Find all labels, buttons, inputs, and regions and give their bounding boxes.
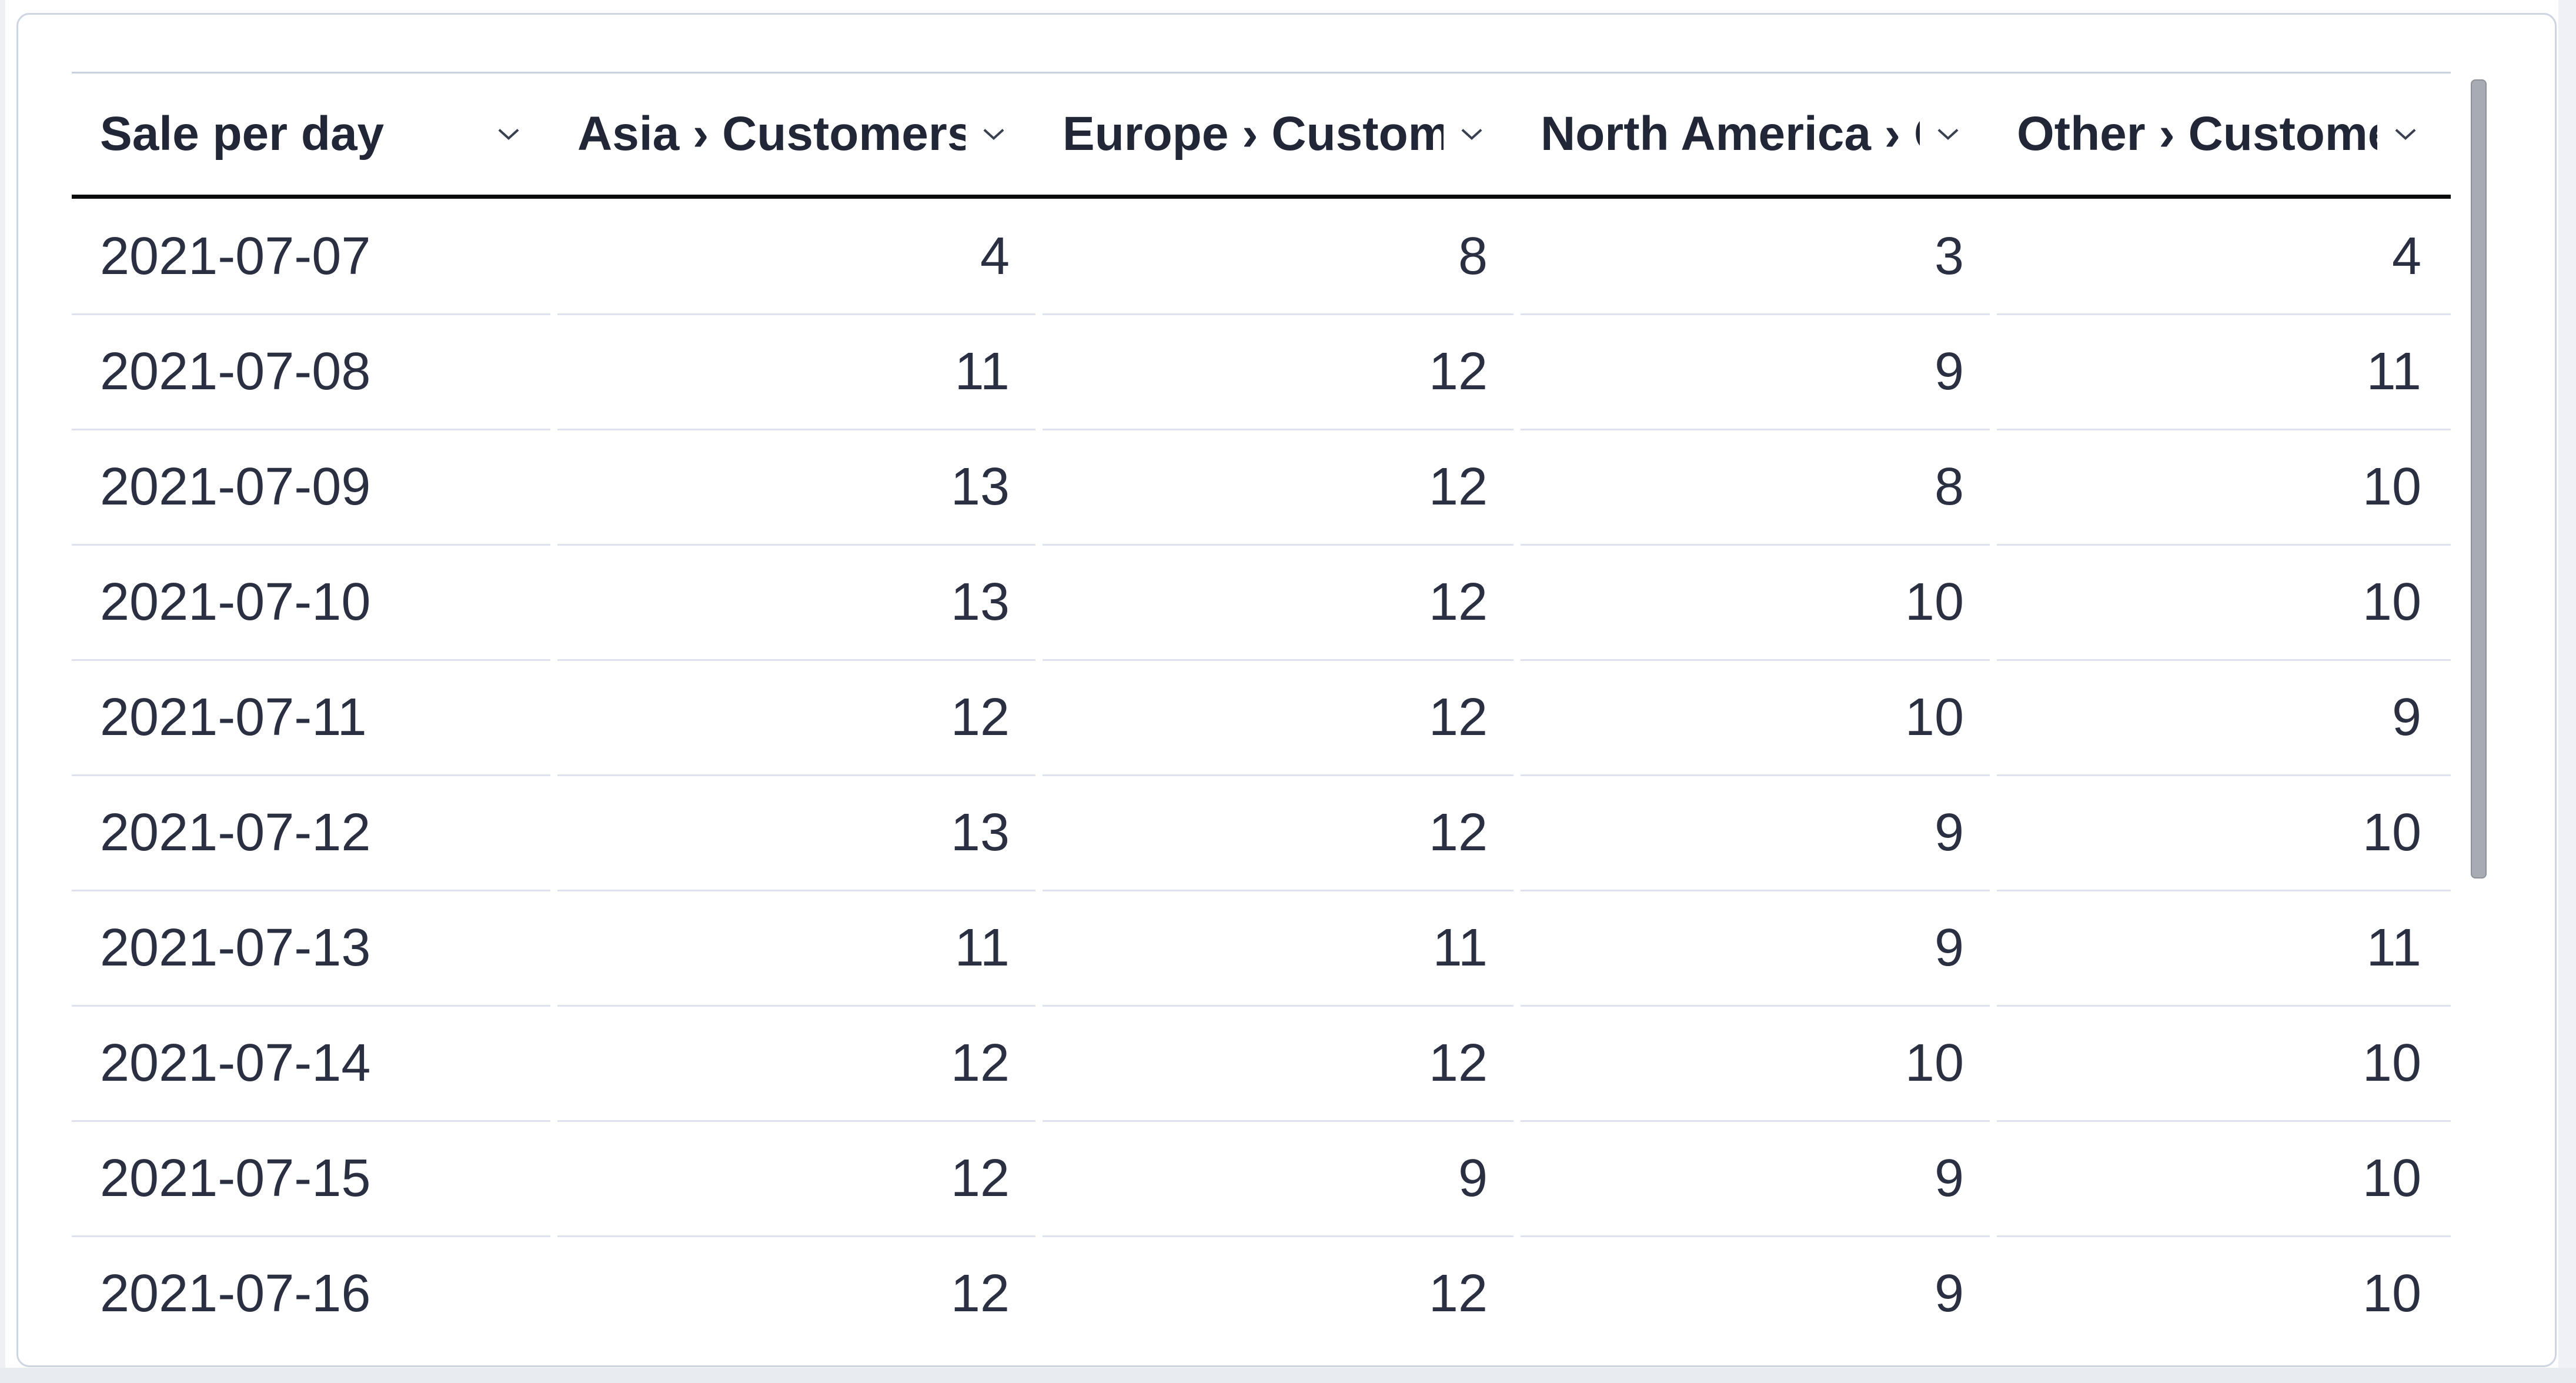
value-cell[interactable]: 12: [1039, 314, 1517, 430]
chevron-down-icon[interactable]: [496, 122, 522, 146]
chevron-down-icon[interactable]: [2393, 122, 2418, 146]
value-cell[interactable]: 11: [1993, 314, 2451, 430]
table-row: 2021-07-15 12 9 9 10: [72, 1121, 2451, 1237]
value-cell[interactable]: 13: [554, 429, 1039, 546]
value-cell[interactable]: 9: [1517, 314, 1993, 430]
chevron-down-icon[interactable]: [1935, 122, 1961, 146]
value-cell[interactable]: 10: [1517, 544, 1993, 661]
value-cell[interactable]: 9: [1517, 890, 1993, 1007]
value-cell[interactable]: 10: [1993, 429, 2451, 546]
column-header-asia-customers[interactable]: Asia › Customers: [554, 72, 1039, 199]
value-cell[interactable]: 4: [554, 199, 1039, 315]
value-cell[interactable]: 10: [1993, 1005, 2451, 1122]
column-header-label: Asia › Customers: [577, 107, 965, 161]
table-body: 2021-07-07 4 8 3 4 2021-07-08 11 12 9 11 2021-07-0…: [72, 199, 2451, 1332]
value-cell[interactable]: 13: [554, 775, 1039, 891]
value-cell[interactable]: 11: [1039, 890, 1517, 1007]
column-header-europe-customers[interactable]: Europe › Customers: [1039, 72, 1517, 199]
value-cell[interactable]: 9: [1517, 1121, 1993, 1237]
value-cell[interactable]: 9: [1517, 1236, 1993, 1332]
value-cell[interactable]: 10: [1993, 1236, 2451, 1332]
date-cell[interactable]: 2021-07-07: [72, 199, 554, 315]
table-row: 2021-07-11 12 12 10 9: [72, 660, 2451, 776]
value-cell[interactable]: 9: [1517, 775, 1993, 891]
chevron-down-icon[interactable]: [981, 122, 1007, 146]
column-header-label: Other › Customers: [2017, 107, 2377, 161]
date-cell[interactable]: 2021-07-09: [72, 429, 554, 546]
date-cell[interactable]: 2021-07-14: [72, 1005, 554, 1122]
result-table-card: Sale per day Asia › Customers Europe › C…: [16, 13, 2557, 1367]
table-row: 2021-07-08 11 12 9 11: [72, 314, 2451, 430]
page-edge-left: [0, 0, 5, 1383]
column-header-label: Sale per day: [100, 107, 385, 161]
value-cell[interactable]: 12: [554, 1005, 1039, 1122]
date-cell[interactable]: 2021-07-12: [72, 775, 554, 891]
value-cell[interactable]: 9: [1993, 660, 2451, 776]
table-row: 2021-07-16 12 12 9 10: [72, 1236, 2451, 1332]
value-cell[interactable]: 10: [1993, 544, 2451, 661]
table-row: 2021-07-10 13 12 10 10: [72, 544, 2451, 661]
column-header-other-customers[interactable]: Other › Customers: [1993, 72, 2451, 199]
value-cell[interactable]: 12: [554, 660, 1039, 776]
table-scroll-area[interactable]: Sale per day Asia › Customers Europe › C…: [72, 72, 2451, 1332]
date-cell[interactable]: 2021-07-10: [72, 544, 554, 661]
value-cell[interactable]: 12: [554, 1236, 1039, 1332]
chevron-down-icon[interactable]: [1459, 122, 1485, 146]
value-cell[interactable]: 3: [1517, 199, 1993, 315]
table-row: 2021-07-14 12 12 10 10: [72, 1005, 2451, 1122]
value-cell[interactable]: 11: [554, 314, 1039, 430]
table-row: 2021-07-09 13 12 8 10: [72, 429, 2451, 546]
value-cell[interactable]: 12: [1039, 660, 1517, 776]
value-cell[interactable]: 11: [554, 890, 1039, 1007]
value-cell[interactable]: 13: [554, 544, 1039, 661]
value-cell[interactable]: 4: [1993, 199, 2451, 315]
value-cell[interactable]: 8: [1039, 199, 1517, 315]
column-header-sale-per-day[interactable]: Sale per day: [72, 72, 554, 199]
page-edge-bottom: [0, 1368, 2576, 1383]
date-cell[interactable]: 2021-07-11: [72, 660, 554, 776]
value-cell[interactable]: 8: [1517, 429, 1993, 546]
date-cell[interactable]: 2021-07-08: [72, 314, 554, 430]
value-cell[interactable]: 11: [1993, 890, 2451, 1007]
vertical-scrollbar-thumb[interactable]: [2471, 79, 2487, 878]
value-cell[interactable]: 10: [1993, 1121, 2451, 1237]
value-cell[interactable]: 10: [1517, 1005, 1993, 1122]
value-cell[interactable]: 12: [1039, 775, 1517, 891]
value-cell[interactable]: 10: [1517, 660, 1993, 776]
table-row: 2021-07-07 4 8 3 4: [72, 199, 2451, 315]
date-cell[interactable]: 2021-07-13: [72, 890, 554, 1007]
date-cell[interactable]: 2021-07-15: [72, 1121, 554, 1237]
column-header-label: Europe › Customers: [1063, 107, 1444, 161]
table-row: 2021-07-13 11 11 9 11: [72, 890, 2451, 1007]
column-header-label: North America › Customers: [1541, 107, 1920, 161]
value-cell[interactable]: 12: [1039, 1236, 1517, 1332]
page-edge-right: [2558, 0, 2576, 1383]
value-cell[interactable]: 12: [1039, 429, 1517, 546]
value-cell[interactable]: 12: [1039, 544, 1517, 661]
value-cell[interactable]: 9: [1039, 1121, 1517, 1237]
value-cell[interactable]: 12: [1039, 1005, 1517, 1122]
value-cell[interactable]: 12: [554, 1121, 1039, 1237]
value-cell[interactable]: 10: [1993, 775, 2451, 891]
table-header-row: Sale per day Asia › Customers Europe › C…: [72, 72, 2451, 199]
table-row: 2021-07-12 13 12 9 10: [72, 775, 2451, 891]
column-header-north-america-customers[interactable]: North America › Customers: [1517, 72, 1993, 199]
date-cell[interactable]: 2021-07-16: [72, 1236, 554, 1332]
results-table: Sale per day Asia › Customers Europe › C…: [72, 72, 2451, 1332]
